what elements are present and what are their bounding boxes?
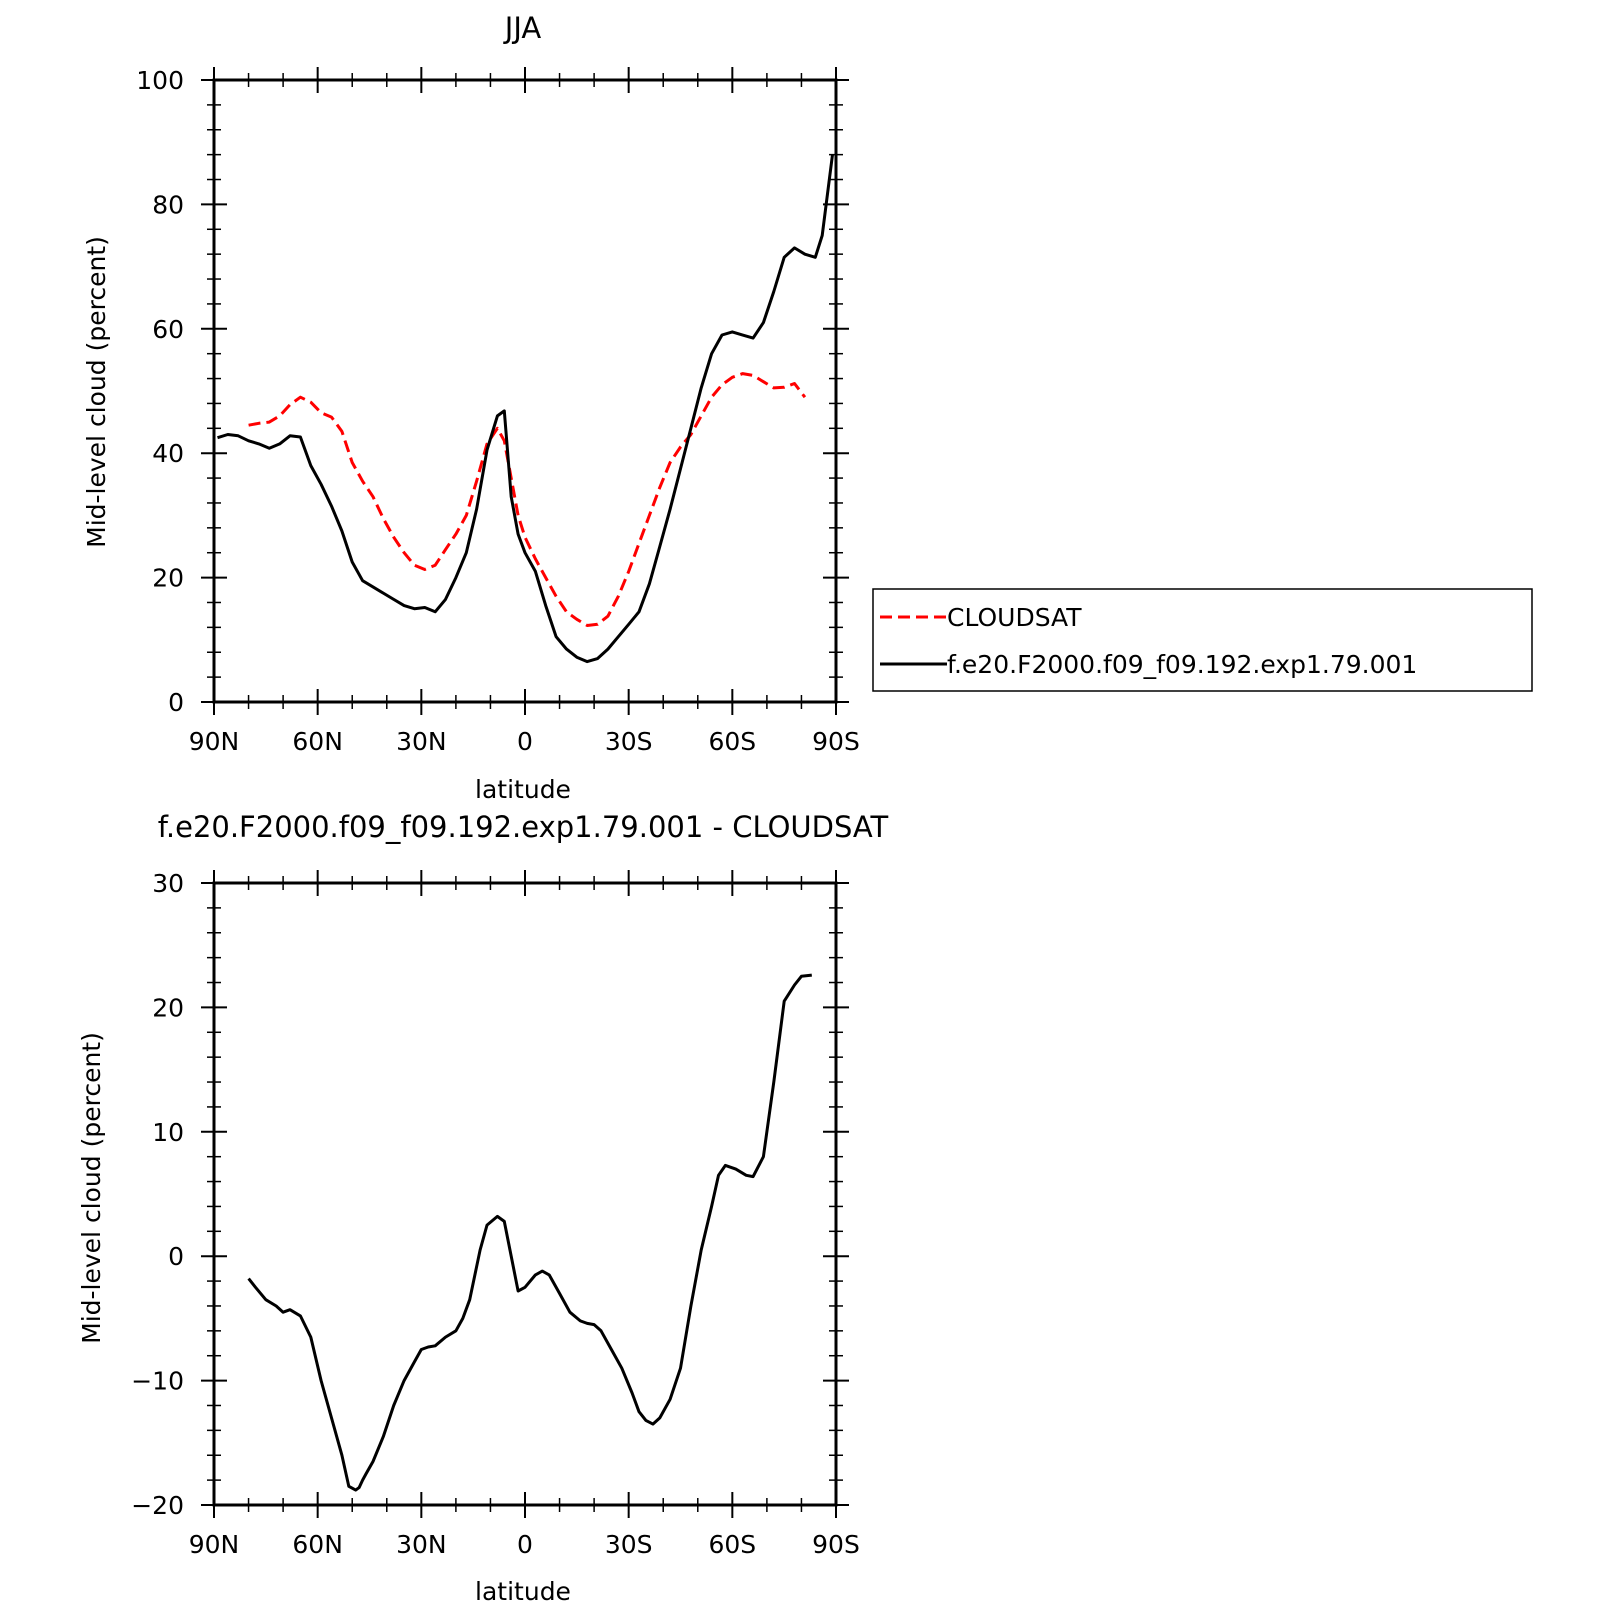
x-tick-label: 60N [292, 727, 343, 756]
top-axes [212, 78, 838, 704]
bottom-y-axis-label: Mid-level cloud (percent) [77, 1032, 106, 1344]
series-line-cloudsat [248, 372, 807, 627]
y-tick-label: −20 [131, 1491, 184, 1520]
y-tick-label: 0 [168, 688, 184, 717]
legend-box [872, 588, 1533, 692]
plot-frame [212, 78, 838, 704]
x-tick-label: 90N [189, 727, 240, 756]
x-tick-label: 60S [708, 1530, 756, 1559]
bottom-x-axis-label: latitude [475, 1577, 571, 1606]
y-tick-label: 40 [152, 439, 184, 468]
bottom-series [247, 973, 812, 1492]
x-tick-label: 30S [605, 1530, 653, 1559]
y-tick-label: 20 [152, 993, 184, 1022]
y-tick-label: 80 [152, 190, 184, 219]
top-y-axis-label: Mid-level cloud (percent) [82, 236, 111, 548]
y-tick-label: −10 [131, 1367, 184, 1396]
x-tick-label: 30S [605, 727, 653, 756]
x-tick-label: 60N [292, 1530, 343, 1559]
legend-label-cloudsat: CLOUDSAT [947, 603, 1082, 632]
x-tick-label: 0 [517, 1530, 533, 1559]
bottom-axes [212, 881, 838, 1507]
y-tick-label: 100 [136, 66, 184, 95]
x-tick-label: 60S [708, 727, 756, 756]
top-ticks: 90N 60N 30N 0 30S 60S 90S 0 20 40 60 80 100 [136, 66, 860, 756]
bottom-chart-title: f.e20.F2000.f09_f09.192.exp1.79.001 - CL… [158, 810, 889, 844]
top-chart-title: JJA [503, 11, 542, 45]
y-tick-label: 20 [152, 564, 184, 593]
panel-top: JJA 90N 60N 30N 0 30S 60S 90S 0 20 40 60 80 100 lati… [82, 11, 1533, 804]
x-tick-label: 0 [517, 727, 533, 756]
legend-label-model: f.e20.F2000.f09_f09.192.exp1.79.001 [947, 650, 1417, 679]
y-tick-label: 0 [168, 1242, 184, 1271]
panel-bottom: f.e20.F2000.f09_f09.192.exp1.79.001 - CL… [77, 810, 889, 1606]
x-tick-label: 30N [396, 1530, 447, 1559]
x-tick-label: 90N [189, 1530, 240, 1559]
x-tick-label: 90S [812, 727, 860, 756]
top-x-axis-label: latitude [475, 775, 571, 804]
series-line-difference [247, 973, 812, 1492]
y-tick-label: 10 [152, 1118, 184, 1147]
x-tick-label: 90S [812, 1530, 860, 1559]
x-tick-label: 30N [396, 727, 447, 756]
y-tick-label: 30 [152, 869, 184, 898]
y-tick-label: 60 [152, 315, 184, 344]
plot-frame [212, 881, 838, 1507]
top-series [217, 154, 834, 664]
bottom-ticks: 90N 60N 30N 0 30S 60S 90S −20 −10 0 10 20 30 [131, 869, 860, 1559]
legend: CLOUDSAT f.e20.F2000.f09_f09.192.exp1.79… [872, 588, 1533, 692]
series-line-f-e20-f2000-f09-f09-192-exp1-79-001 [217, 154, 834, 664]
